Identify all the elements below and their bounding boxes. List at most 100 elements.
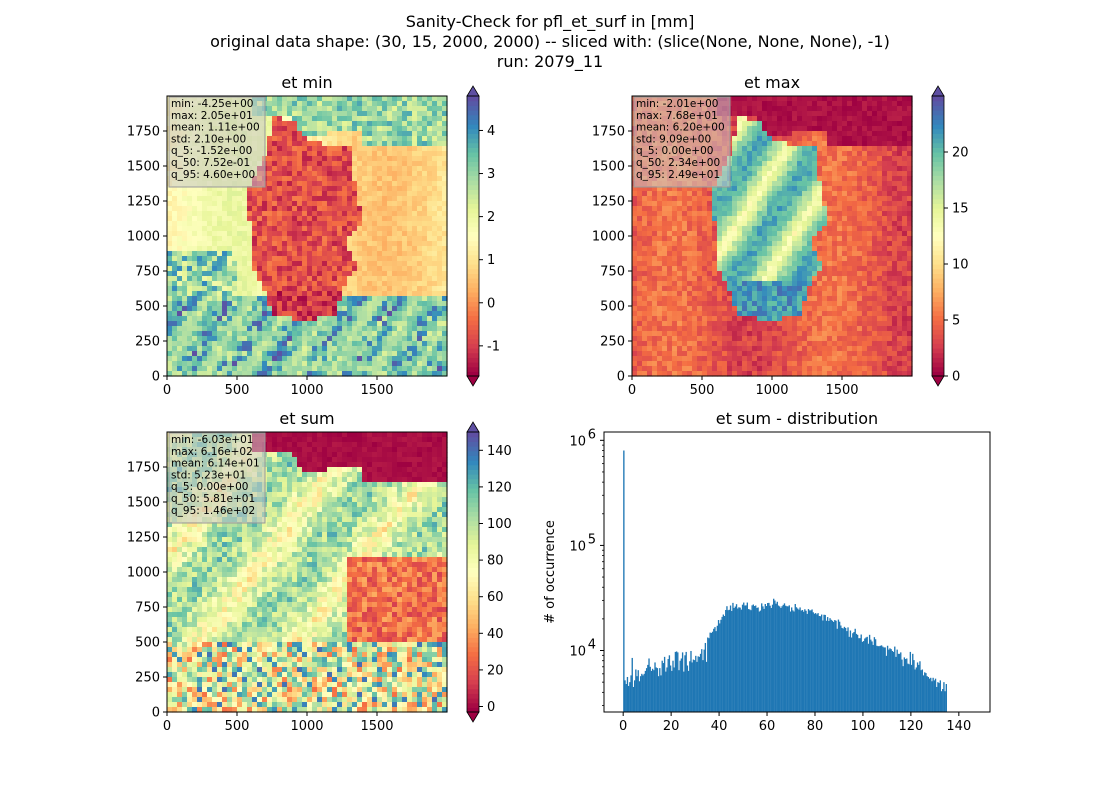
histogram-bar [773, 598, 775, 712]
histogram-bar [779, 606, 781, 712]
et-min-ytick-label: 0 [152, 370, 160, 385]
histogram-bar [777, 605, 780, 712]
histogram-bar [901, 659, 903, 712]
et-min-stat-line: q_5: -1.52e+00 [171, 145, 252, 157]
histogram-bar [683, 671, 685, 712]
histogram-bar [624, 680, 626, 712]
et-min-colorbar-tick-label: 4 [487, 124, 495, 139]
histogram-bar [814, 613, 817, 712]
et-sum-xtick-label: 1500 [360, 719, 393, 734]
histogram-bar [654, 662, 656, 712]
histogram-bar [786, 606, 788, 712]
histogram-bar [741, 604, 744, 712]
histogram-bar [699, 653, 702, 712]
et-sum-colorbar-tick-label: 40 [487, 627, 504, 642]
histogram-bar [697, 656, 699, 712]
et-sum-stats-box [168, 432, 266, 524]
histogram-bar [884, 647, 886, 712]
histogram-bar [866, 636, 868, 712]
histogram-bar [927, 676, 930, 712]
histogram-bar [855, 633, 858, 712]
histogram-bar [834, 620, 836, 712]
histogram-bar [945, 684, 947, 712]
histogram-bar [915, 667, 918, 712]
histogram-bar [659, 668, 661, 712]
histogram-bar [740, 609, 743, 712]
et-max-xtick-label: 1000 [755, 383, 788, 398]
histogram-bar [691, 662, 693, 712]
histogram-bar [807, 609, 810, 712]
histogram-bar [725, 609, 727, 712]
histogram-bar [848, 636, 850, 712]
et-sum-distribution-ytick-exponent: 5 [588, 532, 596, 547]
histogram-bar [709, 632, 711, 712]
histogram-bar [938, 683, 940, 712]
histogram-bar [828, 620, 830, 712]
histogram-bar [733, 607, 735, 712]
histogram-bar [886, 645, 889, 712]
histogram-bar [702, 660, 704, 712]
et-sum-colorbar-tick-label: 20 [487, 663, 504, 678]
histogram-bar [931, 681, 933, 712]
et-min-ytick-label: 1250 [127, 195, 160, 210]
et-sum-ytick-label: 750 [135, 601, 160, 616]
et-max-stat-line: mean: 6.20e+00 [636, 122, 725, 134]
histogram-bar [908, 664, 910, 712]
histogram-bar [925, 673, 927, 712]
histogram-bar [817, 613, 819, 712]
histogram-bar [824, 614, 826, 712]
histogram-bar [693, 660, 696, 712]
histogram-bar [753, 606, 756, 712]
histogram-bar [666, 667, 668, 712]
histogram-bar [812, 612, 814, 712]
histogram-bar [882, 646, 884, 712]
histogram-bar [723, 616, 726, 712]
histogram-bar [695, 655, 697, 712]
histogram-bar [763, 608, 765, 712]
et-max-colorbar-tick-label: 0 [952, 370, 960, 385]
et-sum-ytick-label: 500 [135, 636, 160, 651]
et-min-ytick-label: 1000 [127, 230, 160, 245]
et-sum-distribution-ytick-label: 10 [569, 645, 586, 660]
et-min-ytick-label: 750 [135, 265, 160, 280]
histogram-bar [907, 663, 909, 712]
et-sum-colorbar-tick-label: 100 [487, 517, 512, 532]
histogram-bar [770, 607, 772, 712]
et-max-ytick-label: 500 [600, 300, 625, 315]
histogram-bar [716, 625, 719, 712]
et-max-colorbar: 0 5 10 15 20 [931, 85, 969, 387]
histogram-bar [832, 621, 835, 712]
histogram-bar [889, 648, 891, 712]
histogram-bar [672, 660, 674, 712]
et-sum-distribution-ytick-label: 10 [569, 434, 586, 449]
histogram-bar [811, 609, 813, 712]
histogram-bar [904, 659, 907, 712]
histogram-bar [707, 637, 709, 712]
histogram-bar [767, 603, 769, 712]
et-min-stat-line: q_50: 7.52e-01 [171, 157, 250, 169]
et-max-stat-line: q_50: 2.34e+00 [636, 157, 720, 169]
histogram-bar [653, 670, 655, 712]
histogram-bar [686, 665, 689, 712]
et-max-title: et max [744, 73, 800, 92]
histogram-bar [681, 652, 684, 712]
histogram-bar [885, 655, 888, 712]
histogram-bar [744, 605, 746, 712]
figure-suptitle: Sanity-Check for pfl_et_surf in [mm] ori… [0, 12, 1100, 72]
histogram-bar [714, 627, 716, 712]
histogram-bar [743, 602, 745, 712]
et-sum-stat-line: max: 6.16e+02 [171, 446, 253, 458]
histogram-bar [757, 607, 759, 712]
histogram-bar [704, 642, 707, 712]
histogram-bar [726, 606, 728, 712]
et-max-stat-line: q_95: 2.49e+01 [636, 169, 720, 181]
histogram-bar [836, 628, 838, 712]
histogram-bar [663, 656, 666, 712]
histogram-bar [657, 676, 660, 712]
histogram-bar [650, 670, 653, 712]
histogram-bar [669, 665, 672, 712]
et-max-stats-box [633, 96, 731, 188]
et-min-stat-line: min: -4.25e+00 [171, 98, 253, 110]
histogram-bar [922, 675, 925, 712]
histogram-bar [880, 645, 883, 712]
